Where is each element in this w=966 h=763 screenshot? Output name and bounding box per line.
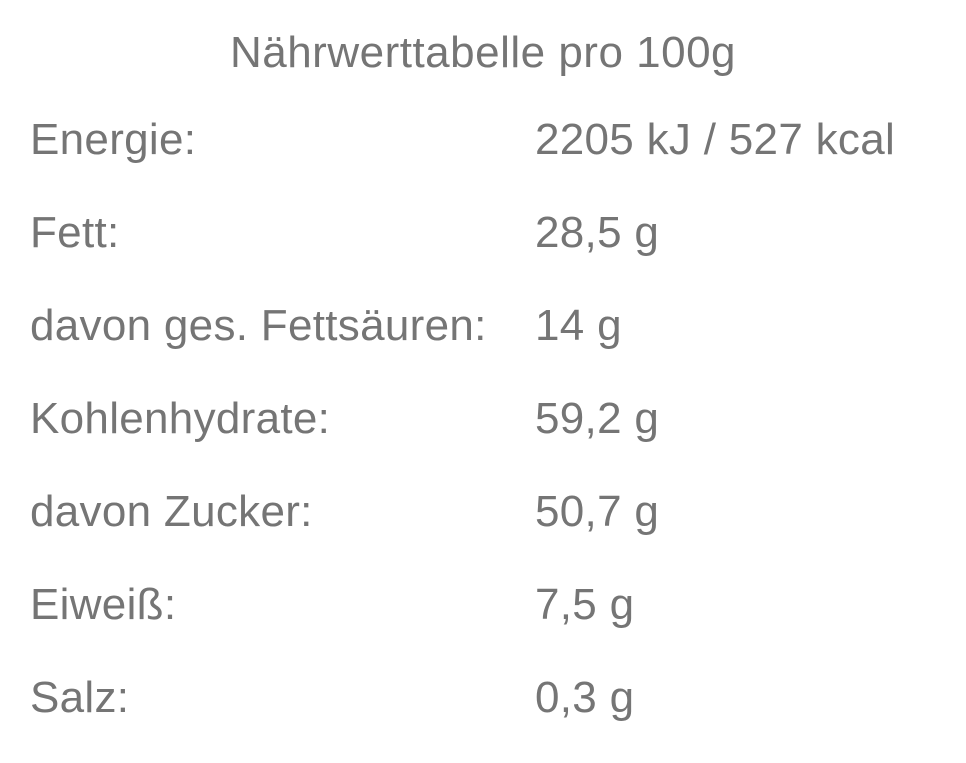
row-value: 50,7 g xyxy=(535,486,660,536)
page-title: Nährwerttabelle pro 100g xyxy=(229,28,737,77)
nutrition-table: Energie: 2205 kJ / 527 kcal Fett: 28,5 g… xyxy=(0,93,966,744)
row-value: 2205 kJ / 527 kcal xyxy=(535,114,896,164)
row-label: Salz: xyxy=(30,672,130,722)
row-value: 0,3 g xyxy=(535,672,635,722)
table-row-zucker: davon Zucker: 50,7 g xyxy=(0,465,966,558)
row-label: davon Zucker: xyxy=(30,486,313,536)
table-row-fett: Fett: 28,5 g xyxy=(0,186,966,279)
row-label: davon ges. Fettsäuren: xyxy=(30,300,487,350)
table-row-kohlenhydrate: Kohlenhydrate: 59,2 g xyxy=(0,372,966,465)
row-label: Kohlenhydrate: xyxy=(30,393,331,443)
row-value: 14 g xyxy=(535,300,622,350)
row-value: 59,2 g xyxy=(535,393,660,443)
row-value: 7,5 g xyxy=(535,579,635,629)
table-row-salz: Salz: 0,3 g xyxy=(0,651,966,744)
row-value: 28,5 g xyxy=(535,207,660,257)
row-label: Eiweiß: xyxy=(30,579,177,629)
row-label: Fett: xyxy=(30,207,120,257)
row-label: Energie: xyxy=(30,114,197,164)
table-row-energie: Energie: 2205 kJ / 527 kcal xyxy=(0,93,966,186)
table-row-ges-fettsaeuren: davon ges. Fettsäuren: 14 g xyxy=(0,279,966,372)
table-row-eiweiss: Eiweiß: 7,5 g xyxy=(0,558,966,651)
